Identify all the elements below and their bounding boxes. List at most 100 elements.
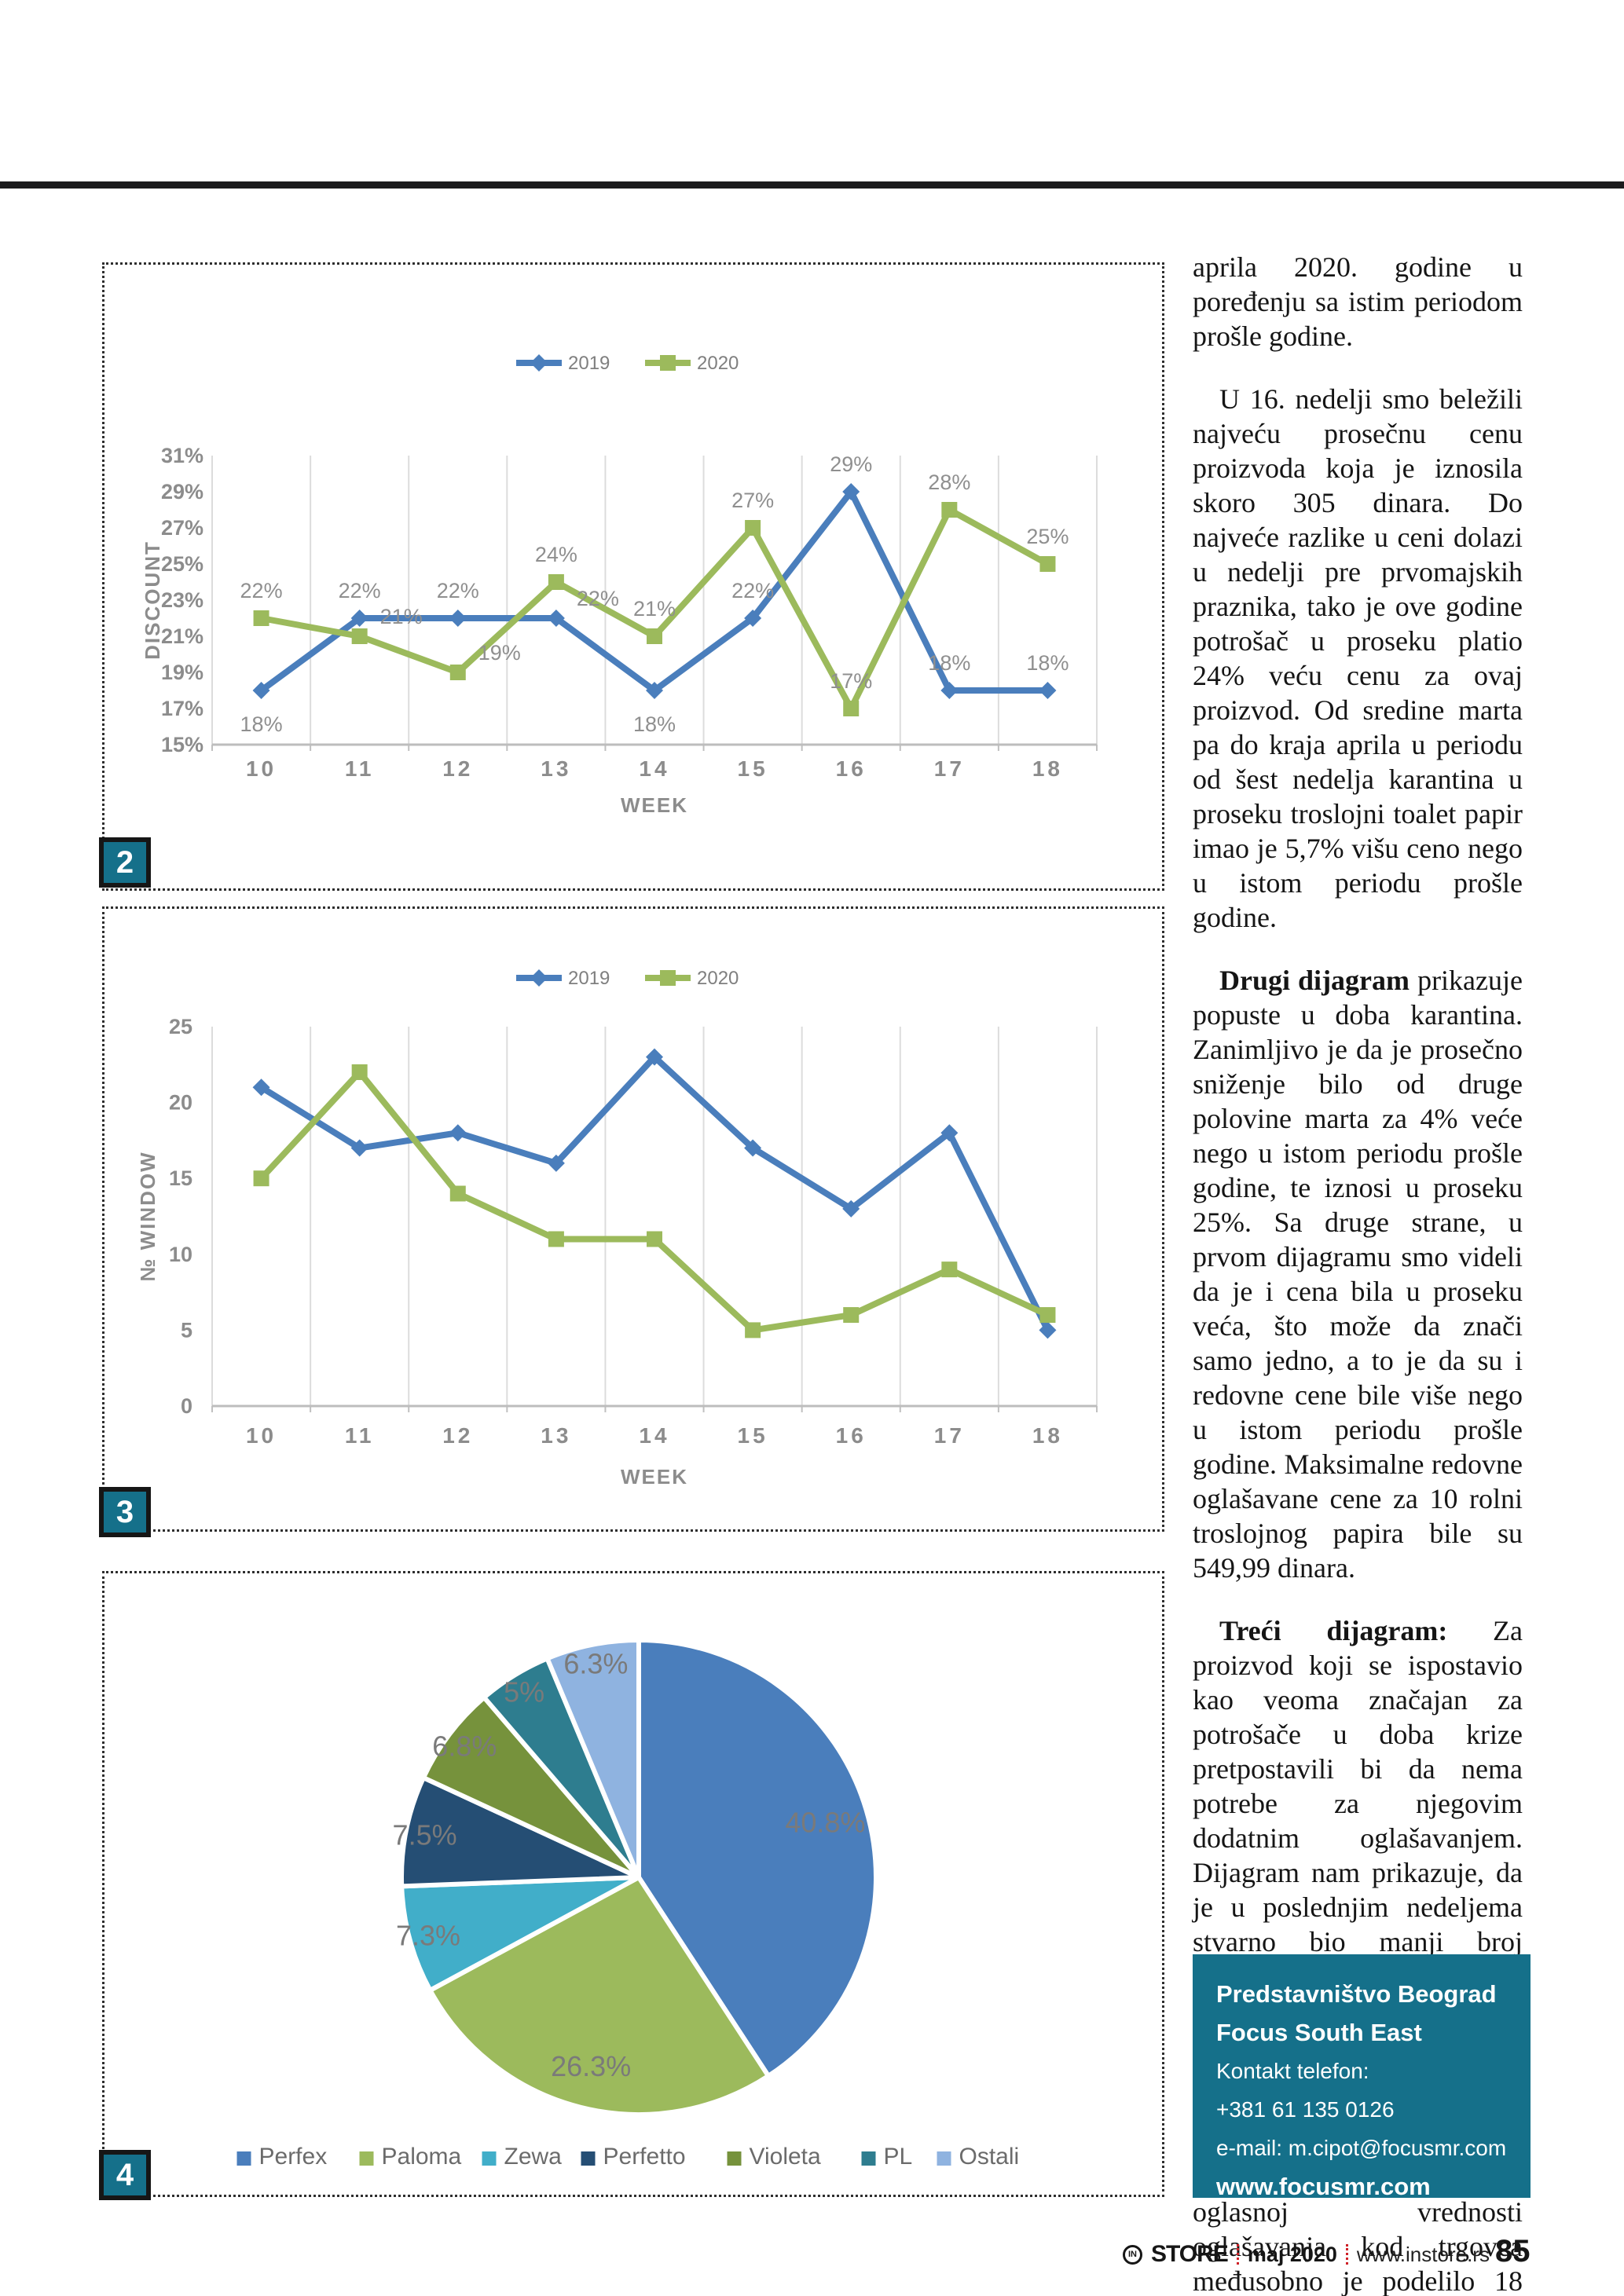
article-paragraph: aprila 2020. godine u poređenju sa istim… <box>1193 251 1523 352</box>
svg-text:17%: 17% <box>830 669 872 693</box>
discount-line-chart: 15% 17% 19% 21% 23% 25% 27% 29% 31% 10 11 12 13 14 15 1… <box>141 353 1098 817</box>
svg-text:21%: 21% <box>633 597 676 621</box>
svg-text:40.8%: 40.8% <box>785 1806 865 1838</box>
footer-separator <box>1345 2244 1348 2265</box>
paragraph-text: prikazuje popuste u doba karantina. Zani… <box>1193 965 1523 1584</box>
contact-phone-label: Kontakt telefon: <box>1216 2059 1369 2083</box>
paragraph-lead: Drugi dijagram <box>1219 965 1410 996</box>
svg-text:21%: 21% <box>161 624 203 648</box>
svg-text:2019: 2019 <box>568 353 610 374</box>
svg-text:17%: 17% <box>161 697 203 720</box>
svg-text:19%: 19% <box>161 661 203 684</box>
window-line-chart: 0 5 10 15 20 25 10 11 12 13 14 15 16 17 18 WEEK № WINDOW… <box>136 968 1098 1489</box>
svg-text:31%: 31% <box>161 444 203 467</box>
svg-text:Perfex: Perfex <box>259 2144 328 2170</box>
footer-brand: STORE <box>1151 2241 1229 2267</box>
svg-text:10: 10 <box>246 756 277 781</box>
svg-text:DISCOUNT: DISCOUNT <box>141 540 164 660</box>
figure-badge-2: 2 <box>99 837 151 888</box>
svg-text:11: 11 <box>345 1423 375 1448</box>
footer-issue: maj 2020 <box>1247 2242 1337 2266</box>
svg-text:12: 12 <box>442 756 473 781</box>
figure-badge-3: 3 <box>99 1487 151 1537</box>
svg-text:5: 5 <box>181 1318 192 1342</box>
svg-text:12: 12 <box>442 1423 473 1448</box>
svg-text:17: 17 <box>934 1423 965 1448</box>
contact-company: Focus South East <box>1216 2019 1422 2046</box>
svg-text:11: 11 <box>345 756 375 781</box>
svg-text:WEEK: WEEK <box>621 1465 688 1489</box>
svg-text:26.3%: 26.3% <box>551 2050 631 2082</box>
article-paragraph: Drugi dijagram prikazuje popuste u doba … <box>1193 963 1523 1585</box>
svg-text:16: 16 <box>836 756 867 781</box>
svg-text:7.5%: 7.5% <box>393 1818 457 1851</box>
svg-text:0: 0 <box>181 1394 192 1418</box>
figure-badge-4: 4 <box>99 2150 151 2200</box>
svg-text:25: 25 <box>169 1015 192 1038</box>
paragraph-lead: Treći dijagram: <box>1219 1615 1448 1646</box>
brand-share-pie-chart: 40.8% 26.3% 7.3% 7.5% 6.8%5% 6.3% Perfex Paloma… <box>236 1638 1020 2170</box>
svg-text:24%: 24% <box>535 543 577 566</box>
svg-text:25%: 25% <box>1026 525 1069 548</box>
svg-text:18%: 18% <box>928 651 970 675</box>
svg-text:WEEK: WEEK <box>621 793 688 817</box>
contact-box: Predstavništvo Beograd Focus South East … <box>1193 1954 1531 2200</box>
footer-website: www.instore.rs <box>1356 2242 1490 2266</box>
svg-text:20: 20 <box>169 1091 192 1115</box>
svg-text:16: 16 <box>836 1423 867 1448</box>
svg-text:23%: 23% <box>161 588 203 612</box>
brand-share-pie-panel: 40.8% 26.3% 7.3% 7.5% 6.8% 5% 6.3% Perfex Paloma… <box>102 1571 1164 2197</box>
page-number: 85 <box>1495 2234 1531 2269</box>
svg-text:22%: 22% <box>577 587 619 610</box>
svg-text:27%: 27% <box>731 489 774 512</box>
svg-text:2019: 2019 <box>568 968 610 989</box>
svg-text:17: 17 <box>934 756 965 781</box>
svg-text:22%: 22% <box>339 579 381 602</box>
svg-text:10: 10 <box>246 1423 277 1448</box>
svg-text:14: 14 <box>639 1423 669 1448</box>
page-footer: IN STORE maj 2020 www.instore.rs <box>1123 2239 1490 2270</box>
svg-text:15: 15 <box>738 756 768 781</box>
svg-text:18%: 18% <box>1026 651 1069 675</box>
svg-text:Ostali: Ostali <box>959 2144 1020 2170</box>
svg-text:7.3%: 7.3% <box>396 1919 460 1951</box>
svg-text:6.3%: 6.3% <box>563 1648 628 1680</box>
svg-text:PL: PL <box>884 2144 913 2170</box>
svg-text:2020: 2020 <box>697 353 739 374</box>
svg-text:18%: 18% <box>633 712 676 736</box>
footer-separator <box>1236 2244 1239 2265</box>
svg-text:29%: 29% <box>161 480 203 504</box>
svg-text:22%: 22% <box>240 579 283 602</box>
svg-text:15: 15 <box>738 1423 768 1448</box>
svg-text:Paloma: Paloma <box>382 2144 462 2170</box>
svg-text:14: 14 <box>639 756 669 781</box>
svg-text:10: 10 <box>169 1243 192 1266</box>
svg-text:18%: 18% <box>240 712 283 736</box>
svg-text:15: 15 <box>169 1166 192 1190</box>
contact-office: Predstavništvo Beograd <box>1216 1980 1497 2008</box>
svg-text:6.8%: 6.8% <box>432 1730 497 1762</box>
svg-text:29%: 29% <box>830 452 872 476</box>
article-paragraph: U 16. nedelji smo beležili najveću prose… <box>1193 383 1523 933</box>
svg-text:18: 18 <box>1032 1423 1063 1448</box>
svg-text:18: 18 <box>1032 756 1063 781</box>
discount-chart-panel: 15% 17% 19% 21% 23% 25% 27% 29% 31% 10 11 12 13 14 15 1… <box>102 262 1164 891</box>
top-rule <box>0 181 1624 189</box>
svg-text:21%: 21% <box>380 605 423 628</box>
svg-text:5%: 5% <box>504 1676 544 1708</box>
svg-text:22%: 22% <box>437 579 479 602</box>
svg-text:28%: 28% <box>928 471 970 494</box>
paragraph-text: Vrednosni kolač po bruto oglasnoj vredno… <box>1193 2162 1523 2296</box>
svg-text:25%: 25% <box>161 552 203 576</box>
svg-text:Zewa: Zewa <box>504 2144 563 2170</box>
instore-logo-icon: IN <box>1123 2244 1142 2265</box>
window-chart-panel: 0 5 10 15 20 25 10 11 12 13 14 15 16 17 18 WEEK № WINDOW… <box>102 906 1164 1532</box>
svg-text:№ WINDOW: № WINDOW <box>136 1151 159 1281</box>
svg-text:22%: 22% <box>731 579 774 602</box>
svg-text:Violeta: Violeta <box>750 2144 822 2170</box>
contact-email: e-mail: m.cipot@focusmr.com <box>1216 2136 1507 2160</box>
contact-phone-number: +381 61 135 0126 <box>1216 2097 1395 2122</box>
svg-text:15%: 15% <box>161 733 203 756</box>
svg-text:13: 13 <box>541 1423 571 1448</box>
